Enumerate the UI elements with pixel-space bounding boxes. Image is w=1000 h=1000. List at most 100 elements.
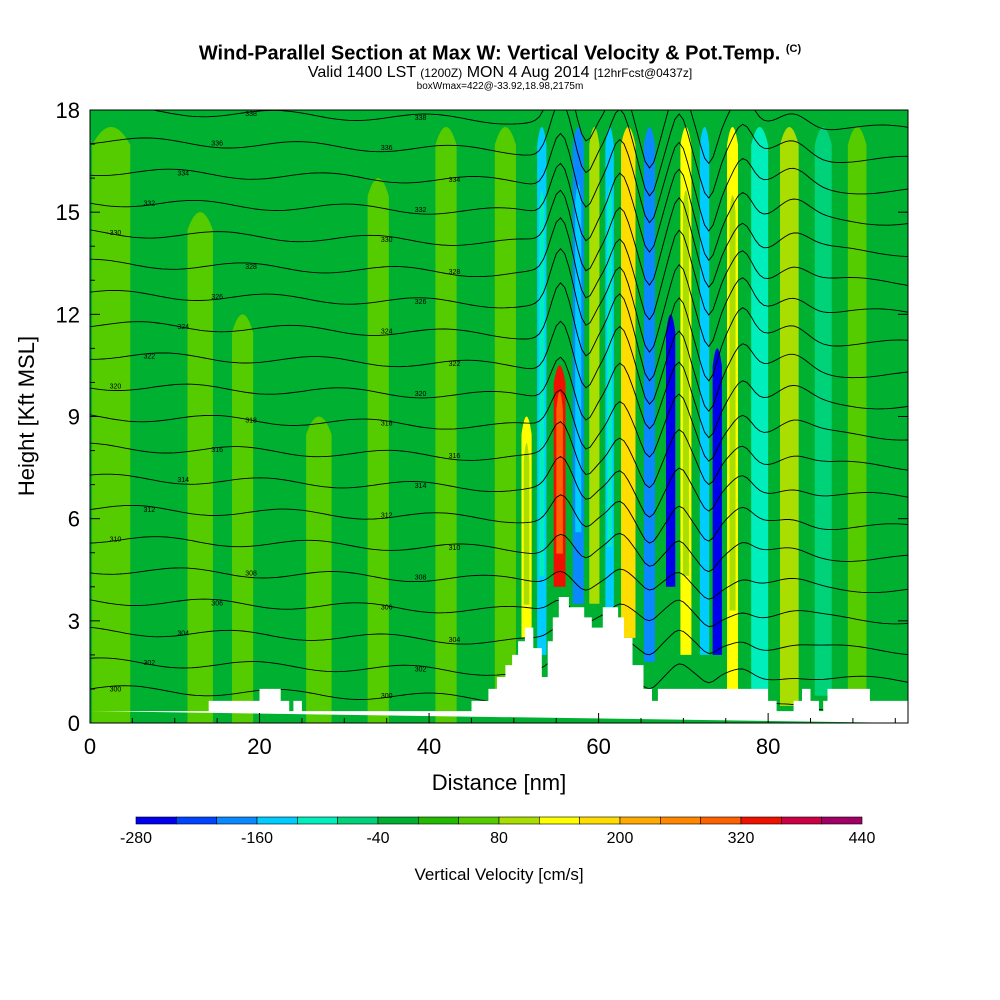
colorbar-swatch-2 (216, 816, 258, 825)
axes: 0 20 40 60 80 0 3 6 9 12 15 18 (56, 98, 908, 759)
colorbar-swatch-13 (660, 816, 701, 825)
velocity-band-4 (306, 416, 332, 723)
isentrope-label-314-1: 314 (415, 483, 427, 490)
velocity-band-7 (494, 127, 516, 696)
colorbar: -280 -160 -40 80 200 320 440 (120, 816, 876, 847)
isentrope-label-322-1: 322 (449, 361, 461, 368)
colorbar-label-440: 440 (849, 830, 876, 847)
velocity-core-20 (729, 195, 736, 611)
isentrope-label-320-0: 320 (110, 383, 122, 390)
isentrope-label-302-1: 302 (415, 667, 427, 674)
isentrope-304 (90, 626, 908, 656)
colorbar-swatch-14 (700, 816, 742, 825)
forecast-info: [12hrFcst@0437z] (593, 65, 693, 80)
isentrope-label-300-1: 300 (381, 693, 393, 700)
box-info: boxWmax=422@-33.92,18.98,2175m (416, 80, 584, 92)
isentrope-label-332-1: 332 (415, 207, 427, 214)
velocity-core-9 (539, 190, 545, 576)
chart-title-text: Wind-Parallel Section at Max W: Vertical… (198, 42, 781, 65)
colorbar-swatch-16 (781, 816, 822, 825)
isentrope-label-328-1: 328 (449, 269, 461, 276)
y-tick-label-12: 12 (56, 302, 80, 327)
isentrope-contours: 300 300 302 302 304 304 306 306 308 308 310 310 312 3… (90, 110, 908, 717)
y-tick-label-18: 18 (56, 98, 80, 123)
isentrope-label-336-1: 336 (381, 145, 393, 152)
isentrope-label-318-1: 318 (381, 421, 393, 428)
isentrope-label-308-0: 308 (245, 571, 257, 578)
velocity-band-25 (882, 127, 900, 696)
isentrope-label-314-0: 314 (177, 477, 189, 484)
valid-time: Valid 1400 LST (307, 63, 416, 81)
isentrope-label-326-0: 326 (211, 294, 223, 301)
isentrope-label-332-0: 332 (143, 200, 155, 207)
colorbar-swatch-0 (135, 816, 177, 825)
isentrope-328 (90, 217, 908, 321)
isentrope-314 (90, 455, 908, 518)
x-tick-label-80: 80 (756, 734, 780, 759)
colorbar-swatch-7 (418, 816, 459, 825)
x-axis-label: Distance [nm] (432, 770, 567, 795)
velocity-band-21 (751, 127, 769, 689)
isentrope-label-320-1: 320 (415, 391, 427, 398)
isentrope-330 (90, 189, 908, 288)
x-tick-label-0: 0 (84, 734, 96, 759)
isentrope-label-312-0: 312 (143, 507, 155, 514)
velocity-core-17 (682, 190, 689, 576)
isentrope-label-338-1: 338 (415, 115, 427, 122)
isentrope-306 (90, 598, 908, 628)
valid-zulu: (1200Z) (420, 65, 463, 80)
isentrope-label-334-1: 334 (449, 177, 461, 184)
isentrope-label-330-1: 330 (381, 237, 393, 244)
colorbar-swatch-3 (256, 816, 298, 825)
isentrope-label-322-0: 322 (143, 354, 155, 361)
isentrope-label-302-0: 302 (143, 660, 155, 667)
isentrope-label-300-0: 300 (110, 687, 122, 694)
velocity-band-0 (92, 127, 131, 723)
isentrope-312 (90, 494, 908, 544)
velocity-band-12 (589, 127, 600, 604)
velocity-core-15 (646, 191, 653, 582)
x-tick-label-20: 20 (247, 734, 271, 759)
colorbar-swatch-8 (458, 816, 500, 825)
isentrope-302 (90, 655, 908, 690)
isentrope-label-336-0: 336 (211, 141, 223, 148)
isentrope-label-328-0: 328 (245, 264, 257, 271)
colorbar-label-320: 320 (728, 830, 755, 847)
y-tick-label-9: 9 (68, 405, 80, 430)
velocity-core-10 (556, 391, 563, 554)
colorbar-label--160: -160 (241, 830, 273, 847)
velocity-band-6 (435, 127, 457, 723)
colorbar-swatch-6 (377, 816, 419, 825)
velocity-band-2 (187, 212, 213, 723)
isentrope-324 (90, 282, 908, 382)
y-tick-label-0: 0 (68, 711, 80, 736)
isentrope-label-318-0: 318 (245, 417, 257, 424)
isentrope-318 (90, 389, 908, 462)
velocity-band-23 (814, 127, 832, 696)
isentrope-326 (90, 247, 908, 353)
isentrope-332 (90, 162, 908, 262)
colorbar-swatch-10 (539, 816, 580, 825)
terrain-mask (90, 597, 908, 723)
isentrope-338 (150, 110, 908, 169)
colorbar-label--40: -40 (366, 830, 389, 847)
isentrope-label-312-1: 312 (381, 513, 393, 520)
y-tick-label-3: 3 (68, 609, 80, 634)
isentrope-336 (90, 110, 908, 199)
isentrope-label-326-1: 326 (415, 299, 427, 306)
isentrope-label-310-0: 310 (110, 537, 122, 544)
colorbar-label--280: -280 (120, 830, 152, 847)
velocity-core-8 (523, 443, 530, 605)
velocity-core-19 (714, 385, 720, 609)
isentrope-label-308-1: 308 (415, 575, 427, 582)
valid-date: MON 4 Aug 2014 (466, 63, 590, 81)
velocity-core-13 (607, 186, 612, 547)
isentrope-label-330-0: 330 (110, 230, 122, 237)
velocity-core-16 (668, 347, 674, 546)
colorbar-swatch-11 (579, 816, 621, 825)
title-block: Wind-Parallel Section at Max W: Vertical… (0, 38, 1000, 92)
colorbar-swatch-15 (740, 816, 782, 825)
isentrope-label-316-1: 316 (449, 453, 461, 460)
isentrope-label-304-0: 304 (177, 630, 189, 637)
colorbar-swatch-5 (337, 816, 379, 825)
